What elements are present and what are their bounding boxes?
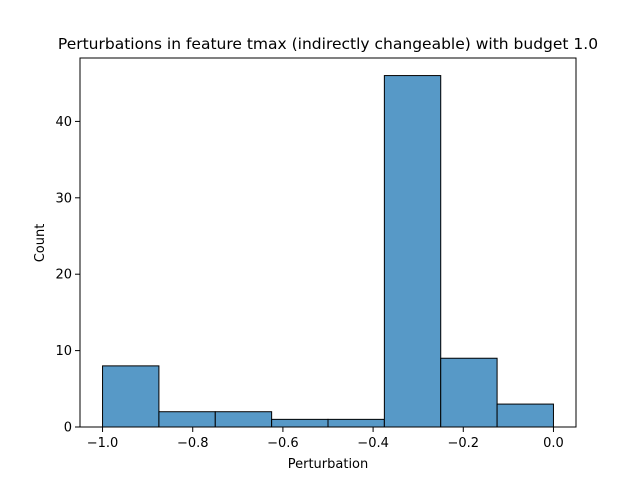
y-tick-label-2: 20 <box>55 268 72 283</box>
histogram-bar-0 <box>102 365 160 428</box>
histogram-bar-1 <box>158 411 216 428</box>
x-axis-label: Perturbation <box>288 457 369 472</box>
x-tick-label-5: 0.0 <box>543 436 564 451</box>
x-axis-ticks: −1.0 −0.8 −0.6 −0.4 −0.2 0.0 <box>87 427 564 451</box>
bars-group <box>102 75 554 428</box>
histogram-bar-3 <box>271 418 329 428</box>
x-tick-label-0: −1.0 <box>87 436 119 451</box>
x-tick-label-2: −0.6 <box>267 436 299 451</box>
x-tick-label-4: −0.2 <box>447 436 479 451</box>
y-axis-ticks: 0 10 20 30 40 <box>55 115 80 436</box>
histogram-bar-4 <box>327 418 385 428</box>
chart-title: Perturbations in feature tmax (indirectl… <box>58 35 598 53</box>
y-tick-label-0: 0 <box>64 421 72 436</box>
histogram-bar-2 <box>214 411 273 428</box>
histogram-bar-5 <box>383 75 442 428</box>
x-tick-label-1: −0.8 <box>177 436 209 451</box>
histogram-bar-7 <box>496 403 554 428</box>
histogram-bar-6 <box>440 357 498 428</box>
y-tick-label-3: 30 <box>55 191 72 206</box>
x-tick-label-3: −0.4 <box>357 436 389 451</box>
y-tick-label-1: 10 <box>55 344 72 359</box>
plot-frame <box>79 57 577 428</box>
y-axis-label: Count <box>33 224 48 263</box>
y-tick-label-4: 40 <box>55 115 72 130</box>
